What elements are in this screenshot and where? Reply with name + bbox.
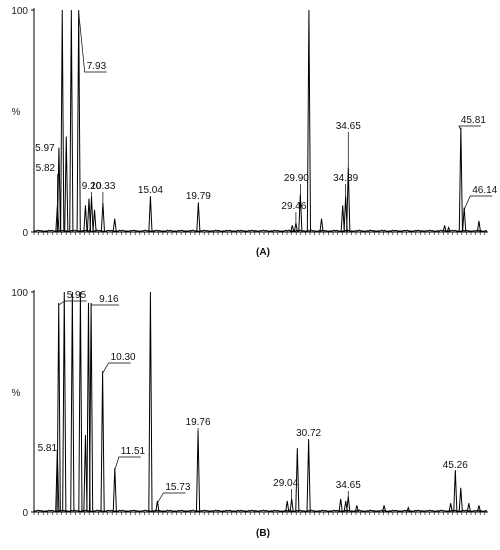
chromatogram-peak <box>195 430 201 513</box>
peak-label: 29.46 <box>281 201 306 212</box>
chromatogram-peak <box>78 291 83 513</box>
chromatogram-peak <box>458 127 463 233</box>
chromatogram-peak <box>62 291 67 513</box>
chromatogram-peak <box>285 500 290 513</box>
peak-label: 34.39 <box>333 173 358 184</box>
chromatogram-peak <box>462 207 467 233</box>
chromatogram-peak <box>453 470 458 513</box>
chromatogram-peak <box>56 302 61 513</box>
chromatogram-peak <box>381 505 387 513</box>
peak-label: 5.97 <box>35 143 55 154</box>
peak-label: 10.33 <box>90 181 115 192</box>
peak-label: 29.04 <box>273 478 298 489</box>
y-tick-label-100: 100 <box>11 288 28 299</box>
chromatogram-peak <box>76 9 81 233</box>
chromatogram-panel-b: 100 0% 5.81 5.95 9.16 10.30 11.51 15.73 19.76 29.… <box>11 288 488 539</box>
chromatogram-peak <box>112 218 117 233</box>
peak-label-leader <box>78 11 107 73</box>
peak-label: 30.72 <box>296 428 321 439</box>
chromatogram-peak <box>338 498 343 513</box>
y-axis-label: % <box>12 107 21 118</box>
y-axis-label: % <box>12 388 21 399</box>
chromatogram-peak <box>155 500 160 513</box>
peak-label-leader <box>58 300 87 306</box>
chromatogram-peak <box>83 205 88 233</box>
chromatogram-peak <box>406 506 411 513</box>
peak-label: 45.26 <box>443 460 468 471</box>
chromatogram-peak <box>458 487 463 513</box>
peak-label: 9.16 <box>99 294 119 305</box>
peak-label: 10.30 <box>111 352 136 363</box>
chromatogram-peak <box>56 147 62 233</box>
chromatogram-peak <box>148 196 153 233</box>
panel-label: (A) <box>256 247 270 258</box>
y-tick-label-100: 100 <box>11 6 28 17</box>
peak-label: 15.04 <box>138 185 163 196</box>
chromatogram-peak <box>295 448 300 513</box>
chromatogram-peak <box>89 196 94 233</box>
peak-label-leader <box>114 456 141 471</box>
chromatogram-peak <box>466 503 471 513</box>
chromatogram-peak <box>306 9 312 233</box>
peak-label-leader <box>463 195 493 210</box>
chromatogram-peak <box>448 503 453 513</box>
chromatogram-peak <box>148 291 153 513</box>
y-tick-label-0: 0 <box>22 508 28 519</box>
chromatogram-peak <box>298 194 303 233</box>
panel-label: (B) <box>256 528 270 539</box>
peak-label: 45.81 <box>461 115 486 126</box>
chromatogram-peak <box>60 9 65 233</box>
peak-label: 46.14 <box>472 185 497 196</box>
baseline-trace <box>33 509 488 513</box>
chromatogram-peak <box>64 136 69 233</box>
peak-label: 7.93 <box>87 61 107 72</box>
chromatogram-peak <box>354 505 359 513</box>
chromatogram-peak <box>100 203 106 233</box>
peak-label-leader <box>102 362 131 374</box>
chromatogram-peak <box>100 371 105 513</box>
chromatogram-peak <box>69 9 74 233</box>
peak-label: 11.51 <box>121 446 146 457</box>
peak-label: 5.95 <box>67 290 87 301</box>
peak-label: 19.76 <box>186 417 211 428</box>
chromatogram-peak <box>442 225 447 233</box>
chromatogram-peak <box>89 302 94 513</box>
peak-label: 5.81 <box>38 443 58 454</box>
chromatogram-peak <box>346 496 351 513</box>
chromatogram-peak <box>476 505 482 513</box>
chromatogram-peak <box>83 434 88 513</box>
peak-label-leader <box>157 492 186 504</box>
chromatogram-peak <box>290 225 295 233</box>
peak-label: 15.73 <box>165 482 190 493</box>
chromatogram-peak <box>446 226 451 233</box>
peak-label: 5.82 <box>36 163 56 174</box>
chromatogram-peak <box>476 220 482 233</box>
peak-label: 9.20 <box>82 181 102 192</box>
peak-label: 19.79 <box>186 191 211 202</box>
y-tick-label-0: 0 <box>22 228 28 239</box>
peak-label-leader <box>458 125 481 130</box>
baseline-trace <box>33 229 488 233</box>
chromatogram-peak <box>289 498 294 513</box>
chromatogram-peak <box>196 203 201 233</box>
peak-label: 34.65 <box>336 480 361 491</box>
peak-label: 34.65 <box>336 121 361 132</box>
chromatogram-peak <box>319 218 324 233</box>
chromatogram-peak <box>306 439 311 513</box>
chromatogram-peak <box>92 209 97 233</box>
chromatogram-peak <box>112 467 117 513</box>
chromatogram-peak <box>70 291 75 513</box>
peak-label: 29.90 <box>284 173 309 184</box>
chromatogram-peak <box>340 205 345 233</box>
